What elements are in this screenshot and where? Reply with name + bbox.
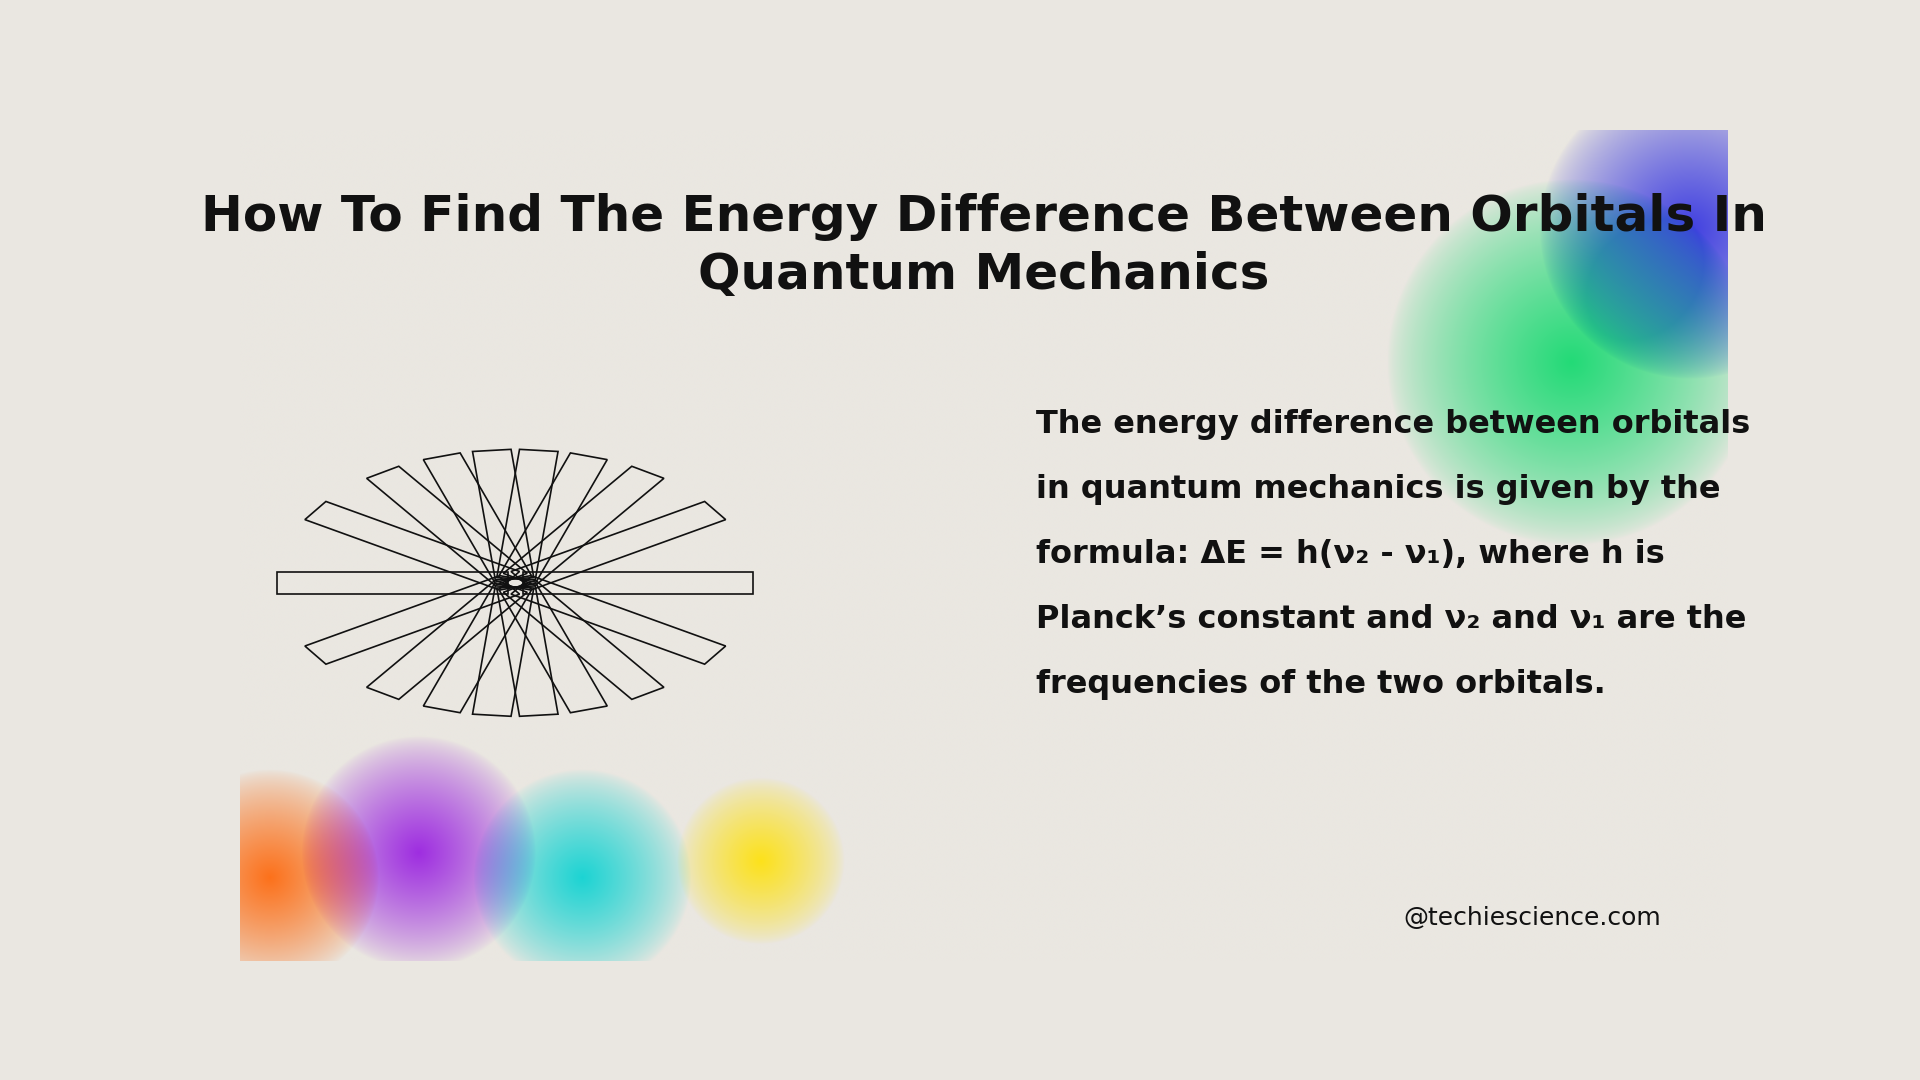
Text: frequencies of the two orbitals.: frequencies of the two orbitals. [1037, 669, 1605, 700]
Text: @techiescience.com: @techiescience.com [1404, 906, 1661, 930]
Text: in quantum mechanics is given by the: in quantum mechanics is given by the [1037, 474, 1720, 505]
Text: How To Find The Energy Difference Between Orbitals In: How To Find The Energy Difference Betwee… [202, 193, 1766, 241]
Text: Planck’s constant and ν₂ and ν₁ are the: Planck’s constant and ν₂ and ν₁ are the [1037, 604, 1747, 635]
Text: Quantum Mechanics: Quantum Mechanics [699, 252, 1269, 299]
Text: formula: ΔE = h(ν₂ - ν₁), where h is: formula: ΔE = h(ν₂ - ν₁), where h is [1037, 539, 1665, 570]
Text: The energy difference between orbitals: The energy difference between orbitals [1037, 409, 1751, 441]
